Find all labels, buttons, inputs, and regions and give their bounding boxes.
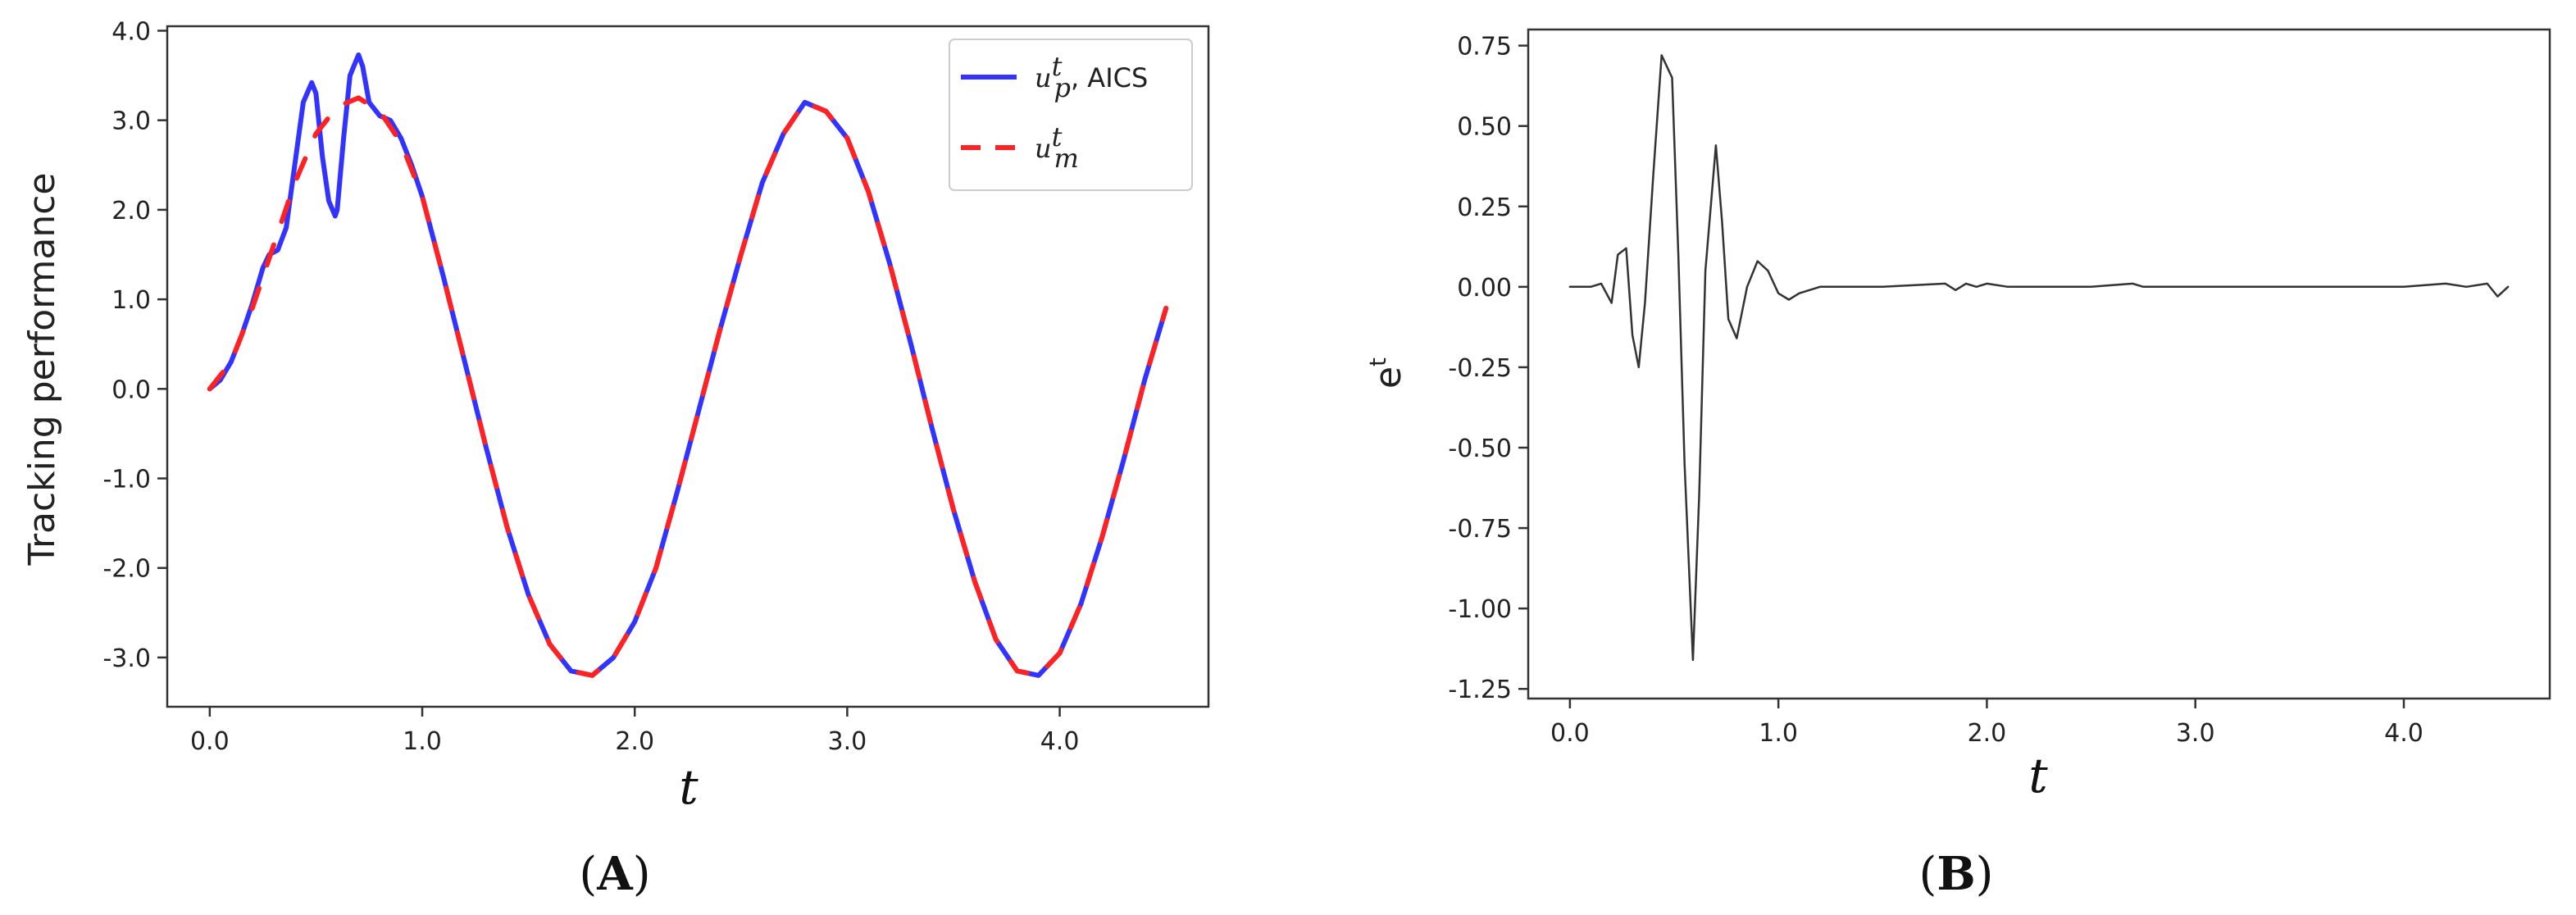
- panel-b-x-ticks: 0.0 1.0 2.0 3.0 4.0: [1550, 699, 2424, 748]
- x-tick-label: 2.0: [615, 727, 654, 756]
- legend-u-p-main: u: [1035, 62, 1052, 93]
- y-tick-label: -1.25: [1448, 676, 1512, 704]
- panel-b-x-axis-label: t: [2028, 748, 2048, 803]
- x-tick-label: 4.0: [2384, 719, 2424, 748]
- x-tick-label: 0.0: [190, 727, 230, 756]
- panel-a-x-axis-label: t: [679, 759, 699, 815]
- x-tick-label: 0.0: [1550, 719, 1590, 748]
- panel-a-caption: (A): [579, 847, 650, 901]
- panel-b-y-axis-label: et: [1364, 357, 1409, 389]
- y-tick-label: 0.00: [1457, 274, 1512, 303]
- y-tick-label: -1.0: [102, 466, 151, 494]
- x-tick-label: 1.0: [403, 727, 442, 756]
- y-tick-label: -0.25: [1448, 354, 1512, 383]
- y-tick-label: 2.0: [112, 197, 151, 225]
- y-tick-label: -2.0: [102, 555, 151, 584]
- legend-u-m-sup: t: [1052, 121, 1063, 152]
- legend-u-p-suffix: , AICS: [1071, 62, 1148, 93]
- panel-b-y-ticks: 0.75 0.50 0.25 0.00 -0.25 -0.50 -0.75 -1.00 -1.2…: [1448, 33, 1528, 704]
- panel-b: 0.0 1.0 2.0 3.0 4.0 0.75 0.50 0.25 0.00 -0.25 -0.…: [1364, 28, 2551, 901]
- y-tick-label: 0.25: [1457, 193, 1512, 222]
- legend-u-m-main: u: [1035, 133, 1052, 164]
- x-tick-label: 3.0: [828, 727, 867, 756]
- y-tick-label: -3.0: [102, 644, 151, 673]
- y-tick-label: 4.0: [112, 17, 151, 46]
- legend-u-p-sup: t: [1052, 51, 1063, 82]
- panel-a-x-ticks: 0.0 1.0 2.0 3.0 4.0: [190, 707, 1079, 756]
- legend-entry-u-m: ut m: [1035, 121, 1079, 174]
- x-tick-label: 3.0: [2176, 719, 2215, 748]
- x-tick-label: 2.0: [1968, 719, 2007, 748]
- y-tick-label: -0.50: [1448, 435, 1512, 463]
- y-tick-label: -1.00: [1448, 595, 1512, 624]
- panel-a-y-ticks: 4.0 3.0 2.0 1.0 0.0 -1.0 -2.0 -3.0: [102, 17, 167, 673]
- panel-a-plot-frame: [166, 25, 1210, 708]
- legend-u-m-sub: m: [1054, 143, 1078, 174]
- y-tick-label: 1.0: [112, 286, 151, 315]
- panel-a: 0.0 1.0 2.0 3.0 4.0 4.0 3.0 2.0 1.0 0.0 -1.0 -2.0 -…: [21, 17, 1210, 901]
- panel-a-legend: ut p, AICS ut m: [949, 39, 1193, 191]
- y-tick-label: -0.75: [1448, 515, 1512, 544]
- series-line-1-0: [1568, 54, 2510, 662]
- panel-a-y-axis-label: Tracking performance: [21, 173, 63, 567]
- legend-entry-u-p: ut p, AICS: [1035, 51, 1148, 103]
- y-tick-label: 0.0: [112, 376, 151, 404]
- y-tick-label: 0.75: [1457, 33, 1512, 61]
- x-tick-label: 1.0: [1759, 719, 1798, 748]
- panel-b-plot-frame: [1527, 28, 2551, 700]
- legend-u-p-sub: p: [1054, 72, 1070, 103]
- x-tick-label: 4.0: [1040, 727, 1080, 756]
- panel-b-caption: (B): [1918, 847, 1993, 901]
- panel-b-series: [1568, 54, 2510, 662]
- panel-a-series: [207, 52, 1169, 678]
- y-tick-label: 0.50: [1457, 113, 1512, 142]
- y-tick-label: 3.0: [112, 107, 151, 136]
